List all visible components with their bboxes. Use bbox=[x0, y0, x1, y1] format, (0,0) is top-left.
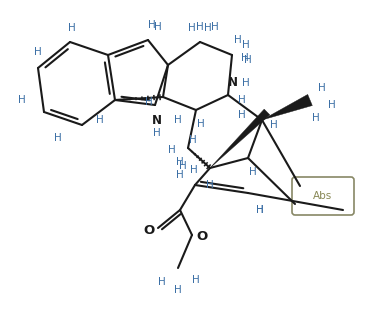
Text: H: H bbox=[256, 205, 264, 215]
Text: N: N bbox=[152, 114, 162, 128]
Text: H: H bbox=[34, 47, 42, 57]
Text: H: H bbox=[154, 22, 162, 32]
Text: H: H bbox=[204, 23, 212, 33]
Text: H: H bbox=[318, 83, 326, 93]
Text: H: H bbox=[174, 285, 182, 295]
Text: H: H bbox=[197, 119, 205, 129]
Text: H: H bbox=[145, 97, 153, 107]
Text: H: H bbox=[244, 55, 252, 65]
Text: H: H bbox=[238, 95, 246, 105]
Text: H: H bbox=[189, 135, 197, 145]
Text: H: H bbox=[68, 23, 76, 33]
Text: H: H bbox=[148, 20, 156, 30]
Text: H: H bbox=[196, 22, 204, 32]
Text: H: H bbox=[153, 128, 161, 138]
Text: H: H bbox=[249, 167, 257, 177]
Text: N: N bbox=[228, 76, 238, 89]
Text: H: H bbox=[192, 275, 200, 285]
Text: H: H bbox=[328, 100, 336, 110]
Text: H: H bbox=[54, 133, 62, 143]
Text: H: H bbox=[96, 115, 104, 125]
Text: H: H bbox=[176, 170, 184, 180]
Text: H: H bbox=[158, 277, 166, 287]
Text: H: H bbox=[188, 23, 196, 33]
Text: H: H bbox=[256, 205, 264, 215]
Text: H: H bbox=[179, 161, 187, 171]
Text: H: H bbox=[174, 115, 182, 125]
Text: H: H bbox=[242, 78, 250, 88]
Text: H: H bbox=[312, 113, 320, 123]
Text: O: O bbox=[196, 230, 208, 244]
Text: Abs: Abs bbox=[314, 191, 333, 201]
Text: H: H bbox=[168, 145, 176, 155]
Text: H: H bbox=[176, 157, 184, 167]
Text: H: H bbox=[238, 110, 246, 120]
Text: H: H bbox=[211, 22, 219, 32]
Text: H: H bbox=[270, 120, 278, 130]
Text: O: O bbox=[143, 224, 155, 237]
FancyBboxPatch shape bbox=[292, 177, 354, 215]
Text: H: H bbox=[206, 180, 214, 190]
Text: H: H bbox=[242, 40, 250, 50]
Polygon shape bbox=[210, 109, 270, 168]
Text: H: H bbox=[241, 53, 249, 63]
Text: H: H bbox=[190, 165, 198, 175]
Text: H: H bbox=[234, 35, 242, 45]
Polygon shape bbox=[262, 95, 312, 120]
Text: H: H bbox=[18, 95, 26, 105]
